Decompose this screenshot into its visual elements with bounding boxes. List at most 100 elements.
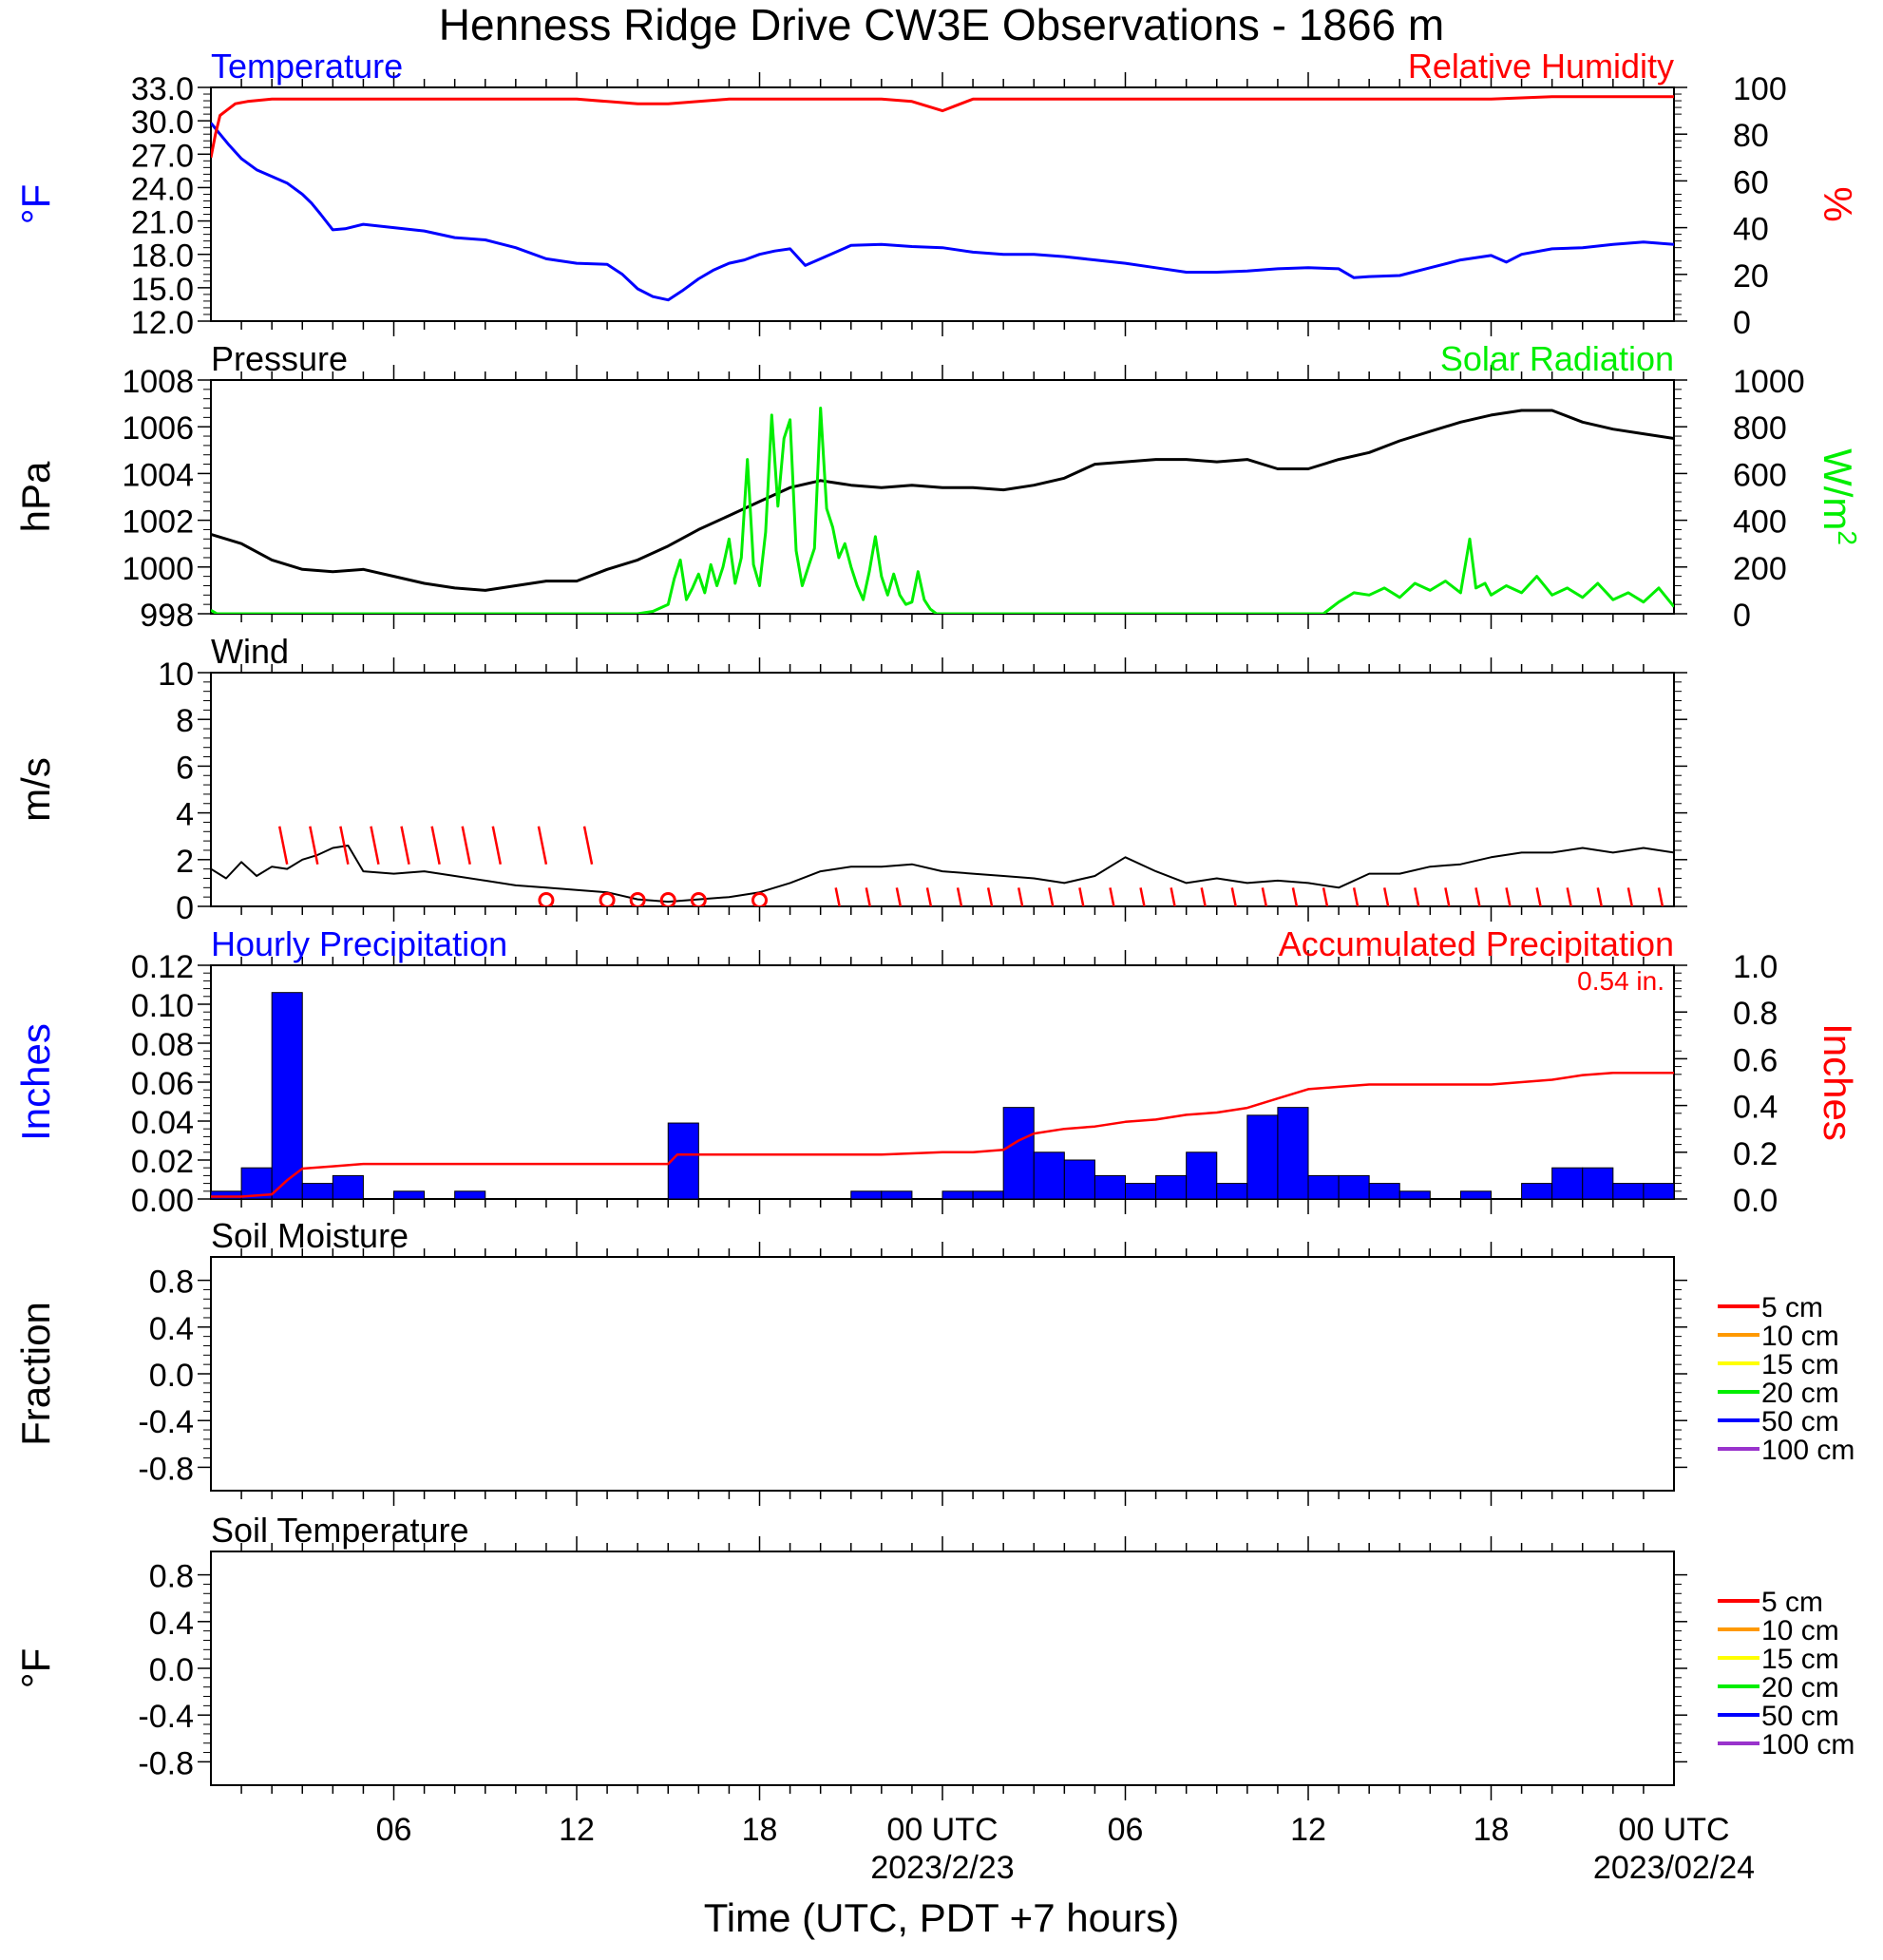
y-tick-label-left: 0.8 [149, 1265, 194, 1301]
y-axis-label-right: Inches [1816, 1023, 1860, 1141]
wind-barb [1139, 887, 1146, 906]
wind-barb [491, 826, 503, 865]
precip-bar [271, 992, 303, 1199]
series-line-pressure [211, 409, 1674, 592]
y-axis-label-left: °F [13, 1648, 58, 1688]
panel-title-left: Temperature [211, 47, 403, 86]
legend-label: 20 cm [1761, 1378, 1839, 1409]
precip-bar [1521, 1183, 1553, 1199]
panel-wind: 0 2 4 6 8 10 Wind m/s [13, 632, 1687, 926]
plot-area [211, 95, 1674, 302]
panel-title-right: Relative Humidity [1408, 47, 1674, 86]
y-tick-label-left: -0.4 [138, 1699, 194, 1735]
y-tick-label-left: 30.0 [131, 105, 194, 141]
y-tick-label-right: 0 [1733, 305, 1751, 341]
precip-bar [850, 1190, 883, 1199]
wind-barb [1352, 887, 1360, 906]
wind-barb [1109, 887, 1115, 906]
y-tick-label-left: 10 [158, 657, 194, 693]
x-date-label: 2023/2/23 [870, 1850, 1014, 1886]
series-line-relative-humidity [211, 95, 1674, 159]
panel-title-right: Accumulated Precipitation [1279, 924, 1674, 963]
panel-frame [210, 379, 1675, 615]
wind-barb [1535, 887, 1542, 906]
wind-barb [1078, 887, 1085, 906]
y-axis-label-left: hPa [13, 461, 58, 532]
calm-marker [751, 892, 768, 906]
y-tick-label-left: 1000 [122, 551, 194, 587]
wind-barb [1017, 887, 1024, 906]
y-tick-label-left: 12.0 [131, 305, 194, 341]
series-line-solar-radiation [211, 407, 1674, 614]
wind-barb [925, 887, 933, 906]
wind-barb [1474, 887, 1481, 906]
y-axis-label-left: Inches [13, 1023, 58, 1141]
precip-bar [667, 1122, 699, 1199]
y-tick-label-right: 0.0 [1733, 1183, 1778, 1219]
y-tick-label-left: 998 [140, 598, 194, 634]
precip-bar [211, 1190, 242, 1199]
y-axis-label-right-text: Inches [1816, 1023, 1860, 1141]
precip-bar [942, 1190, 974, 1199]
y-tick-label-left: 6 [176, 750, 194, 786]
plot-area [211, 826, 1674, 906]
y-tick-label-right: 600 [1733, 457, 1787, 493]
y-tick-label-left: 0.8 [149, 1559, 194, 1595]
accum-total-label: 0.54 in. [1577, 966, 1664, 996]
y-tick-label-left: 21.0 [131, 205, 194, 241]
y-tick-label-left: 1008 [122, 364, 194, 400]
x-tick-label: 12 [559, 1812, 595, 1848]
precip-bar [1155, 1174, 1188, 1199]
precip-bar [393, 1190, 426, 1199]
y-axis-label-right-text: W/m [1816, 448, 1860, 530]
y-tick-label-right: 20 [1733, 258, 1769, 295]
precip-bar [1643, 1183, 1674, 1199]
precip-bar [1612, 1183, 1645, 1199]
legend-label: 5 cm [1761, 1587, 1823, 1618]
precip-bar [1398, 1190, 1431, 1199]
precip-bar [1002, 1107, 1035, 1199]
x-tick-label: 06 [376, 1812, 412, 1848]
x-tick-label: 00 UTC [1618, 1812, 1729, 1848]
panel-temp_rh: 12.015.018.021.024.027.030.033.0 0 20 40 60 8… [13, 47, 1860, 341]
panel-title-left: Soil Moisture [211, 1216, 409, 1255]
wind-barb [1170, 887, 1176, 906]
y-tick-label-left: 0.10 [131, 988, 194, 1024]
y-tick-label-right: 40 [1733, 212, 1769, 248]
wind-barb [1261, 887, 1268, 906]
precip-bar [881, 1190, 913, 1199]
wind-barb [309, 826, 319, 865]
x-tick-label: 12 [1290, 1812, 1326, 1848]
legend-label: 50 cm [1761, 1406, 1839, 1437]
y-tick-label-left: 0.4 [149, 1311, 194, 1347]
series-line-temperature [211, 122, 1674, 302]
x-date-label: 2023/02/24 [1593, 1850, 1755, 1886]
y-tick-label-right: 0.6 [1733, 1042, 1778, 1078]
wind-barb [582, 826, 594, 865]
precip-bar [1459, 1190, 1492, 1199]
legend-label: 10 cm [1761, 1615, 1839, 1646]
precip-bar [1277, 1107, 1309, 1199]
legend-label: 100 cm [1761, 1729, 1854, 1760]
y-axis-label-left: Fraction [13, 1302, 58, 1446]
y-tick-label-left: 1002 [122, 504, 194, 541]
y-tick-label-left: -0.4 [138, 1404, 194, 1440]
wind-barb [1566, 887, 1572, 906]
accum-precip-line [211, 1071, 1674, 1198]
wind-barb [986, 887, 994, 906]
precip-bar [1063, 1159, 1095, 1199]
precip-bar [1186, 1151, 1218, 1199]
legend-label: 10 cm [1761, 1321, 1839, 1352]
wind-barb [339, 826, 350, 865]
x-tick-label: 06 [1108, 1812, 1144, 1848]
calm-marker [599, 892, 616, 906]
y-tick-label-right: 60 [1733, 164, 1769, 200]
y-tick-label-left: 0.04 [131, 1105, 194, 1141]
y-tick-label-left: 0.00 [131, 1183, 194, 1219]
panel-title-left: Wind [211, 632, 289, 671]
wind-barb [1626, 887, 1634, 906]
y-tick-label-right: 0 [1733, 598, 1751, 634]
y-tick-label-left: 0.02 [131, 1144, 194, 1180]
wind-barb [430, 826, 441, 865]
